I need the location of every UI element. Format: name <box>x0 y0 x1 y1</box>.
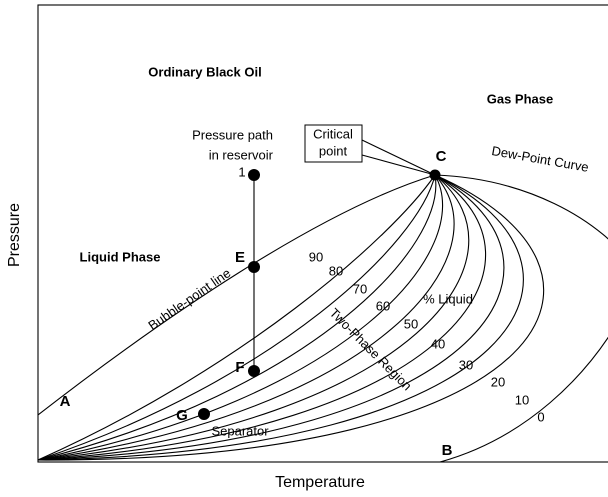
bubble-point-line <box>38 174 436 416</box>
liquid-label: 90 <box>309 249 323 264</box>
gas-phase: Gas Phase <box>487 91 554 106</box>
point-label: B <box>442 442 453 459</box>
liquid-label: 60 <box>376 298 390 313</box>
liquid-label: 30 <box>459 357 473 372</box>
dew-point-lower <box>439 336 608 462</box>
liquid-phase: Liquid Phase <box>80 249 161 264</box>
separator: Separator <box>211 423 269 438</box>
liquid-line <box>38 174 444 461</box>
liquid-label: 80 <box>329 263 343 278</box>
curves <box>38 174 608 462</box>
liquid-line <box>38 174 470 461</box>
liquid-line <box>38 174 455 461</box>
leader <box>361 154 436 176</box>
point-1 <box>248 169 260 181</box>
liquid-line <box>38 174 544 461</box>
point-f <box>248 365 260 377</box>
liquid-label: 70 <box>353 281 367 296</box>
liquid-line <box>38 174 524 461</box>
point-label: E <box>235 249 245 266</box>
leader <box>361 139 436 176</box>
point-label: A <box>60 393 71 410</box>
liquid-label: 10 <box>515 392 529 407</box>
critical-box <box>304 124 363 163</box>
point-label: 1 <box>238 164 245 179</box>
critical-label: Critical <box>313 126 353 141</box>
liquid-line <box>38 174 487 461</box>
point-c <box>429 169 441 181</box>
y-axis-label: Pressure <box>6 203 23 267</box>
dew-point-line <box>434 174 608 240</box>
point-label: C <box>436 148 447 165</box>
liquid-line <box>38 174 505 461</box>
liquid-label: 0 <box>537 409 544 424</box>
path-label: in reservoir <box>209 147 274 162</box>
dew-label: Dew-Point Curve <box>490 143 589 175</box>
point-label: G <box>176 407 188 424</box>
plot-frame <box>37 4 608 463</box>
liquid-line <box>38 174 436 461</box>
point-g <box>198 408 210 420</box>
point-e <box>248 261 260 273</box>
critical-label: point <box>319 143 348 158</box>
liquid-label: 20 <box>491 374 505 389</box>
point-label: F <box>235 359 244 376</box>
liquid-label: 40 <box>431 336 445 351</box>
title: Ordinary Black Oil <box>148 64 261 79</box>
liquid-line <box>38 174 436 461</box>
x-axis-label: Temperature <box>275 474 365 491</box>
percent-liquid: % Liquid <box>423 291 473 306</box>
liquid-label: 50 <box>404 316 418 331</box>
liquid-line <box>38 174 437 461</box>
two-phase: Two-Phase Region <box>327 305 415 393</box>
bubble-label: Bubble-point line <box>145 265 233 333</box>
path-label: Pressure path <box>192 127 273 142</box>
